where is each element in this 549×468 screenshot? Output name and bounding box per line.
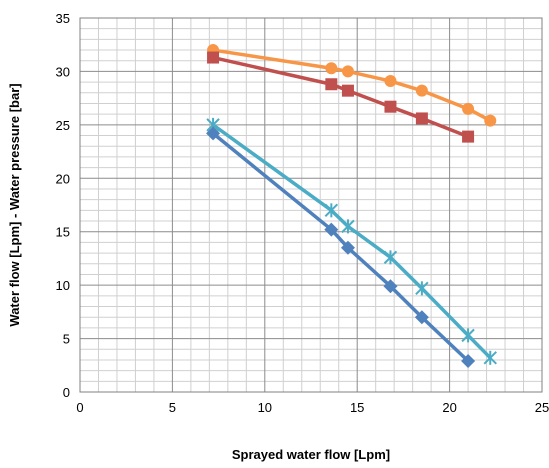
data-point-circle (384, 75, 397, 88)
data-point-diamond (340, 240, 355, 255)
data-point-diamond (461, 354, 476, 369)
data-point-star (483, 350, 497, 365)
y-tick-label: 10 (56, 278, 70, 293)
data-point-diamond (324, 222, 339, 237)
major-grid (79, 17, 543, 393)
data-point-star (415, 281, 429, 296)
data-point-circle (484, 114, 497, 127)
y-tick-label: 5 (63, 332, 70, 347)
data-point-square (384, 100, 397, 113)
data-point-square (415, 112, 428, 125)
y-tick-label: 20 (56, 171, 70, 186)
data-point-square (462, 130, 475, 143)
x-tick-label: 15 (350, 400, 364, 415)
x-tick-label: 25 (535, 400, 549, 415)
x-tick-label: 5 (169, 400, 176, 415)
x-tick-label: 20 (442, 400, 456, 415)
x-axis-title: Sprayed water flow [Lpm] (232, 447, 390, 462)
y-axis-title: Water flow [Lpm] - Water pressure [bar] (7, 83, 22, 326)
data-point-diamond (383, 279, 398, 294)
series-star (206, 117, 497, 365)
x-tick-label: 10 (258, 400, 272, 415)
series-line (211, 132, 470, 363)
series-line (212, 55, 469, 139)
series-layer (206, 44, 497, 369)
data-point-circle (341, 65, 354, 78)
plot-area-frame (79, 17, 543, 393)
data-point-circle (325, 62, 338, 75)
data-point-square (207, 51, 220, 64)
data-point-diamond (414, 310, 429, 325)
data-point-circle (462, 102, 475, 115)
y-tick-label: 25 (56, 118, 70, 133)
x-tick-label: 0 (76, 400, 83, 415)
y-tick-label: 0 (63, 385, 70, 400)
data-point-star (324, 203, 339, 218)
y-tick-labels: 0 5 10 15 20 25 30 35 (56, 11, 70, 400)
x-tick-labels: 0 5 10 15 20 25 (76, 400, 549, 415)
data-point-square (341, 84, 354, 97)
series-line (212, 123, 492, 360)
y-tick-label: 30 (56, 64, 70, 79)
series-diamond (206, 126, 476, 369)
data-point-diamond (206, 126, 221, 141)
y-tick-label: 35 (56, 11, 70, 26)
data-point-star (383, 250, 398, 265)
data-point-star (341, 219, 355, 234)
data-point-circle (415, 84, 428, 97)
y-tick-label: 15 (56, 225, 70, 240)
data-point-square (325, 78, 338, 91)
series-square (207, 51, 475, 143)
data-point-star (461, 328, 475, 343)
minor-grid (80, 18, 542, 392)
